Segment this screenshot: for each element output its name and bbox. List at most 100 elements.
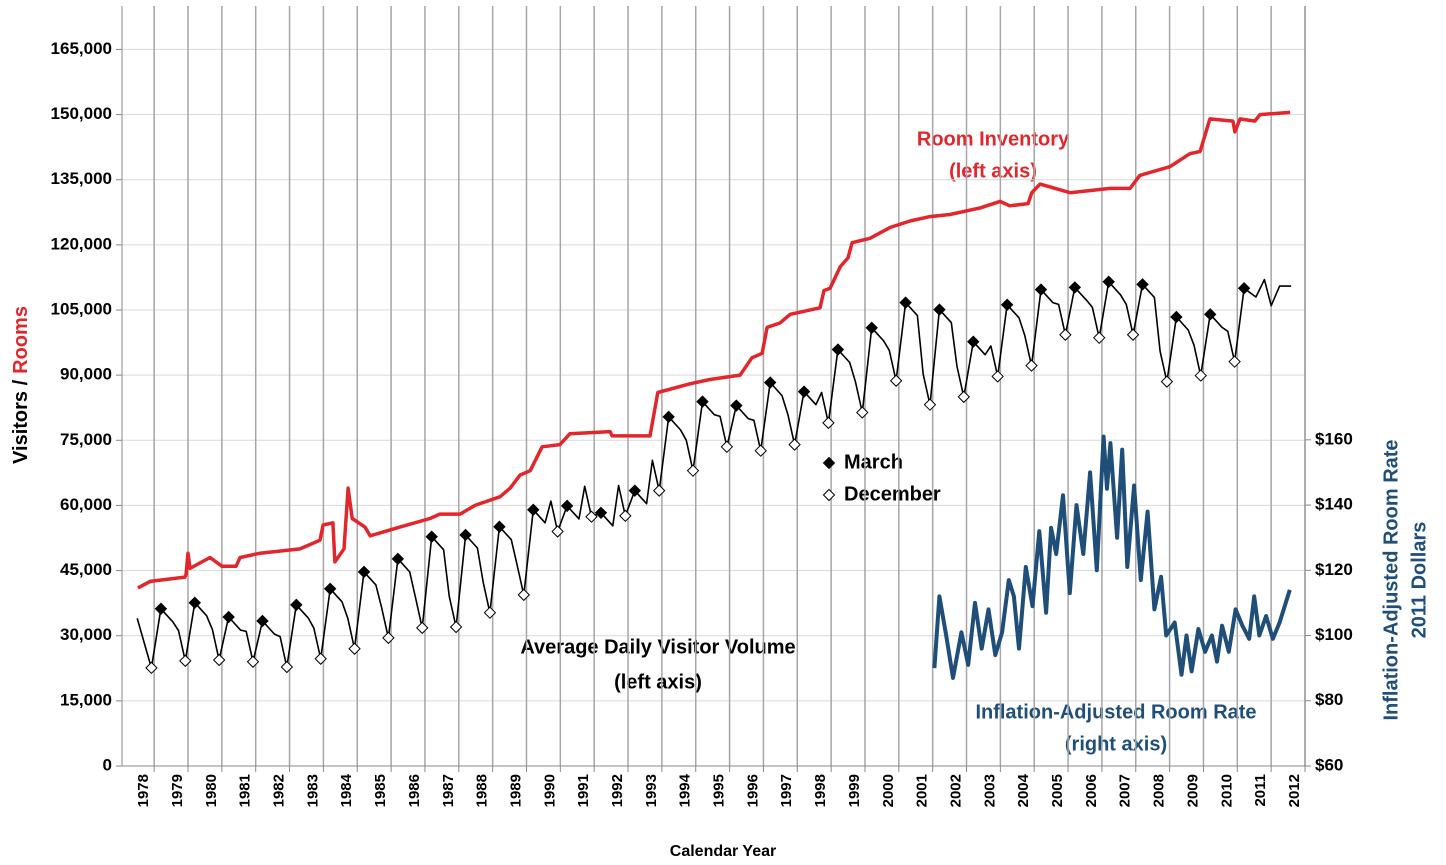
x-tick-label: 1986 bbox=[406, 774, 423, 807]
marker bbox=[628, 484, 642, 497]
marker bbox=[899, 296, 912, 309]
marker bbox=[1068, 281, 1082, 294]
marker bbox=[933, 303, 946, 316]
x-tick-label: 2006 bbox=[1083, 774, 1100, 807]
x-tick-label: 1999 bbox=[846, 774, 863, 807]
x-tick-label: 1997 bbox=[778, 774, 795, 807]
marker bbox=[323, 582, 337, 596]
marker bbox=[145, 661, 158, 675]
x-tick-label: 2010 bbox=[1218, 774, 1235, 807]
marker bbox=[1126, 328, 1140, 341]
x-tick-label: 1996 bbox=[744, 774, 761, 807]
marker bbox=[425, 530, 438, 543]
y-tick-label: 75,000 bbox=[60, 430, 112, 449]
legend-symbol bbox=[822, 456, 836, 470]
y2-tick-label: $100 bbox=[1315, 625, 1353, 644]
marker bbox=[1204, 308, 1217, 321]
series-line bbox=[932, 434, 1292, 680]
x-tick-label: 1994 bbox=[677, 773, 694, 807]
marker bbox=[348, 642, 361, 655]
marker bbox=[754, 444, 767, 457]
marker bbox=[459, 528, 472, 542]
x-tick-label: 1991 bbox=[575, 774, 592, 807]
x-tick-label: 1998 bbox=[812, 774, 829, 807]
x-tick-label: 1989 bbox=[507, 774, 524, 807]
marker bbox=[1092, 331, 1106, 345]
y-tick-label: 135,000 bbox=[51, 169, 112, 188]
marker bbox=[154, 602, 168, 615]
x-tick-label: 1982 bbox=[271, 774, 288, 807]
x-tick-label: 1988 bbox=[474, 774, 491, 807]
marker bbox=[619, 509, 632, 523]
marker bbox=[391, 552, 405, 566]
annotation: Room Inventory bbox=[917, 128, 1070, 150]
marker bbox=[1136, 278, 1149, 291]
marker bbox=[957, 390, 971, 404]
x-tick-label: 2005 bbox=[1049, 774, 1066, 807]
marker bbox=[1160, 375, 1174, 388]
marker bbox=[527, 503, 540, 516]
marker bbox=[314, 652, 327, 665]
marker bbox=[256, 614, 269, 628]
y-tick-label: 0 bbox=[103, 755, 112, 774]
marker bbox=[188, 596, 201, 609]
x-tick-label: 1981 bbox=[237, 774, 254, 807]
legend-label: December bbox=[844, 483, 941, 505]
x-tick-label: 1992 bbox=[609, 774, 626, 807]
y-axis-label: Visitors / Rooms bbox=[10, 306, 32, 464]
marker bbox=[1059, 328, 1072, 341]
x-tick-label: 1990 bbox=[541, 774, 558, 807]
x-tick-label: 2004 bbox=[1015, 773, 1032, 807]
x-tick-label: 1984 bbox=[338, 773, 355, 807]
marker bbox=[585, 510, 598, 523]
x-tick-label: 2007 bbox=[1117, 774, 1134, 807]
marker bbox=[449, 620, 463, 634]
x-tick-label: 2000 bbox=[880, 774, 897, 807]
marker bbox=[967, 335, 980, 348]
marker bbox=[1102, 275, 1115, 288]
x-tick-label: 2012 bbox=[1286, 774, 1303, 807]
annotation: Average Daily Visitor Volume bbox=[520, 636, 795, 658]
series-line bbox=[136, 278, 1292, 669]
y-label-part: Visitors / bbox=[10, 379, 32, 464]
y2-tick-label: $140 bbox=[1315, 495, 1353, 514]
marker bbox=[483, 606, 497, 619]
y-tick-label: 60,000 bbox=[60, 495, 112, 514]
marker bbox=[1237, 282, 1251, 295]
x-tick-label: 1980 bbox=[203, 774, 220, 807]
marker bbox=[662, 410, 675, 424]
y-tick-label: 105,000 bbox=[51, 299, 112, 318]
x-tick-label: 2009 bbox=[1184, 774, 1201, 807]
marker bbox=[991, 370, 1004, 383]
x-tick-label: 1983 bbox=[304, 774, 321, 807]
y2-axis-label: Inflation-Adjusted Room Rate bbox=[1380, 439, 1402, 720]
marker bbox=[763, 376, 777, 389]
x-tick-label: 2011 bbox=[1252, 774, 1269, 807]
marker bbox=[822, 416, 835, 430]
marker bbox=[1000, 298, 1014, 311]
legend-symbol bbox=[822, 488, 836, 502]
y-tick-label: 120,000 bbox=[51, 234, 112, 253]
y2-tick-label: $120 bbox=[1315, 560, 1353, 579]
marker bbox=[889, 374, 903, 387]
y-tick-label: 90,000 bbox=[60, 365, 112, 384]
marker bbox=[594, 506, 608, 520]
y2-tick-label: $160 bbox=[1315, 429, 1353, 448]
marker bbox=[1228, 355, 1241, 368]
x-tick-label: 1985 bbox=[372, 774, 389, 807]
annotation: Inflation-Adjusted Room Rate bbox=[975, 701, 1256, 723]
y-label-part: Rooms bbox=[10, 306, 32, 374]
y-tick-label: 165,000 bbox=[51, 39, 112, 58]
marker bbox=[865, 321, 878, 335]
marker bbox=[382, 631, 395, 645]
x-tick-label: 1995 bbox=[711, 774, 728, 807]
marker bbox=[416, 621, 429, 635]
marker bbox=[788, 438, 801, 451]
y-tick-label: 150,000 bbox=[51, 104, 112, 123]
annotation: (left axis) bbox=[949, 160, 1037, 182]
marker bbox=[720, 440, 734, 454]
marker bbox=[493, 520, 506, 533]
y-tick-label: 45,000 bbox=[60, 560, 112, 579]
y2-axis-label: 2011 Dollars bbox=[1408, 522, 1430, 639]
